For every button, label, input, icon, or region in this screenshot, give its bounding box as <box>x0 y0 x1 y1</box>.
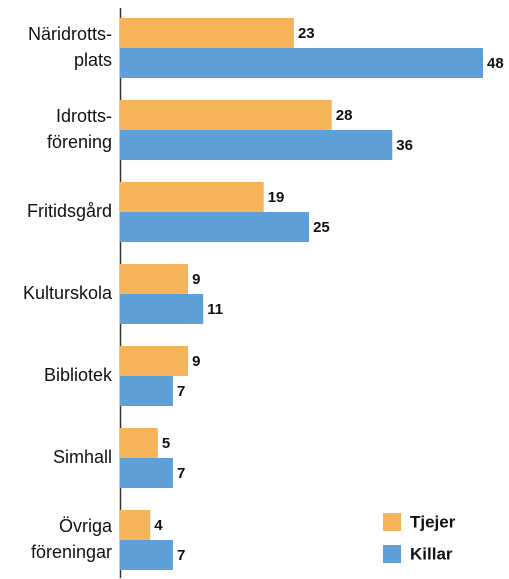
y-tick-label: Näridrotts-plats <box>28 24 112 70</box>
data-label: 9 <box>192 271 200 288</box>
data-label: 48 <box>487 55 504 72</box>
bar <box>120 130 393 160</box>
data-label: 36 <box>396 137 413 154</box>
legend-swatch <box>383 513 401 531</box>
data-label: 23 <box>298 25 315 42</box>
data-label: 4 <box>154 517 163 534</box>
y-tick-label: Övriga föreningar <box>31 516 113 562</box>
y-tick-label: Bibliotek <box>44 365 113 385</box>
bar <box>120 100 332 130</box>
data-label: 19 <box>268 189 285 206</box>
data-label: 11 <box>207 301 223 318</box>
y-tick-label: Fritidsgård <box>27 201 112 221</box>
bar <box>120 458 173 488</box>
bar <box>120 540 173 570</box>
bar <box>120 294 204 324</box>
bar <box>120 510 151 540</box>
data-label: 9 <box>192 353 200 370</box>
data-label: 25 <box>313 219 330 236</box>
legend-label: Tjejer <box>410 512 456 531</box>
data-label: 28 <box>336 107 353 124</box>
bar <box>120 376 173 406</box>
data-label: 5 <box>162 435 170 452</box>
bar <box>120 346 189 376</box>
bar <box>120 212 310 242</box>
data-label: 7 <box>177 547 185 564</box>
legend-swatch <box>383 545 401 563</box>
bar <box>120 182 264 212</box>
bar <box>120 48 483 78</box>
legend-label: Killar <box>410 544 453 563</box>
y-tick-label: Simhall <box>53 447 112 467</box>
bar <box>120 264 189 294</box>
data-label: 7 <box>177 465 185 482</box>
data-label: 7 <box>177 383 185 400</box>
bar <box>120 428 158 458</box>
y-tick-label: Kulturskola <box>23 283 113 303</box>
y-tick-label: Idrotts-förening <box>47 106 112 152</box>
bar <box>120 18 294 48</box>
